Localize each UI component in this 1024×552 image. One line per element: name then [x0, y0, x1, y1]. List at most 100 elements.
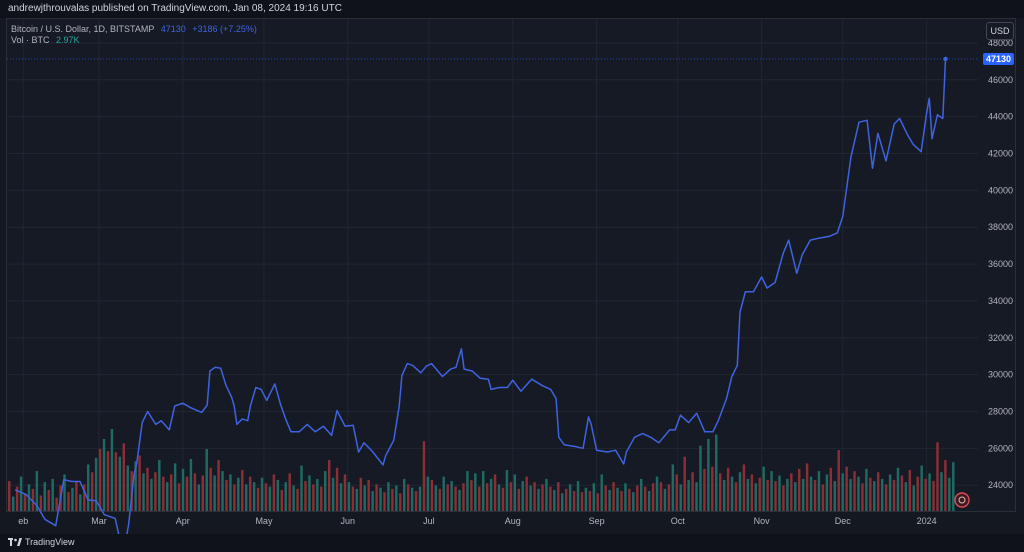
volume-bar [726, 467, 730, 511]
volume-bar [94, 457, 98, 511]
volume-bar [730, 476, 734, 511]
volume-bar [252, 482, 256, 511]
x-tick-label: Mar [91, 516, 107, 526]
volume-bar [166, 482, 169, 511]
volume-bar [561, 493, 564, 511]
volume-bar [837, 450, 840, 511]
volume-bar [873, 481, 876, 511]
volume-bar [324, 471, 327, 511]
volume-bar [264, 483, 268, 511]
volume-bar [343, 474, 347, 511]
volume-bar [43, 482, 46, 511]
y-tick-label: 32000 [988, 333, 1013, 343]
volume-bar [651, 483, 655, 511]
volume-bar [308, 475, 311, 511]
volume-bar [877, 472, 880, 511]
volume-bar [403, 478, 406, 511]
volume-bar [576, 481, 580, 511]
volume-bar [541, 484, 544, 511]
y-tick-label: 38000 [988, 222, 1013, 232]
volume-bar [331, 477, 335, 511]
volume-bar [636, 485, 639, 511]
volume-bar [592, 483, 596, 511]
volume-bar [442, 476, 445, 511]
volume-bar [98, 448, 102, 511]
volume-bar [67, 492, 70, 511]
volume-bar [241, 470, 244, 511]
volume-bar [470, 479, 473, 511]
x-axis: eb Mar Apr May Jun Jul Aug Sep Oct Nov Dec 2024 [18, 516, 936, 526]
volume-bar [557, 482, 560, 511]
volume-bar [683, 456, 686, 511]
volume-bar [699, 445, 702, 511]
volume-bar [189, 458, 193, 511]
volume-bar [158, 460, 161, 511]
volume-bar [221, 471, 224, 511]
volume-bar [114, 452, 118, 511]
volume-bar [722, 479, 726, 511]
currency-button[interactable]: USD [986, 22, 1014, 40]
volume-bar [647, 491, 651, 511]
volume-bar [675, 474, 678, 511]
volume-bar [260, 477, 264, 511]
volume-bar [948, 477, 951, 511]
volume-bar [537, 488, 540, 511]
volume-bar [106, 451, 110, 511]
volume-bar [805, 463, 809, 511]
volume-bar [304, 481, 307, 511]
last-price-marker [943, 56, 948, 62]
volume-bar [754, 483, 757, 511]
volume-label: Vol · BTC [11, 35, 50, 45]
volume-bar [185, 476, 189, 511]
volume-bar [55, 497, 58, 511]
volume-bar [853, 471, 856, 511]
volume-bar [533, 482, 536, 511]
volume-bar [833, 481, 836, 511]
volume-bar [347, 482, 351, 511]
volume-bar [924, 478, 927, 511]
chart-panel[interactable] [6, 18, 1016, 512]
volume-bar [845, 466, 848, 511]
volume-bar [466, 471, 469, 511]
volume-bar [292, 485, 295, 511]
volume-bar [628, 488, 631, 511]
volume-bar [110, 429, 114, 511]
volume-bar [493, 474, 497, 511]
volume-bar [79, 494, 82, 511]
volume-bar [774, 481, 777, 511]
volume-bar [841, 473, 844, 511]
volume-bar [505, 470, 509, 511]
volume-bar [687, 479, 690, 511]
volume-bar [335, 467, 339, 511]
volume-bar [608, 489, 611, 511]
volume-bar [829, 467, 833, 511]
volume-bar [276, 479, 280, 511]
volume-bar [782, 485, 785, 511]
volume-bar [679, 484, 682, 511]
volume-bar [177, 483, 181, 511]
volume-bar [312, 484, 315, 511]
y-tick-label: 42000 [988, 149, 1013, 159]
symbol-legend: Bitcoin / U.S. Dollar, 1D, BITSTAMP 4713… [11, 24, 257, 34]
volume-bar [888, 474, 892, 511]
volume-bar [8, 481, 11, 511]
volume-bar [87, 464, 90, 511]
volume-bar [813, 479, 817, 511]
volume-bar [316, 478, 319, 511]
volume-bar [655, 476, 659, 511]
volume-bar [462, 483, 465, 511]
volume-bar [509, 482, 513, 511]
volume-bar [584, 487, 588, 511]
tradingview-logo-icon [8, 538, 22, 546]
volume-bar [327, 460, 331, 511]
volume-bar [568, 484, 572, 511]
volume-bar [414, 491, 418, 511]
volume-bar [695, 482, 698, 511]
volume-bar [817, 471, 821, 511]
volume-bar [399, 493, 402, 511]
volume-bar [450, 481, 453, 511]
volume-bar [138, 455, 141, 511]
volume-bar [892, 479, 896, 511]
x-tick-label: eb [18, 516, 28, 526]
